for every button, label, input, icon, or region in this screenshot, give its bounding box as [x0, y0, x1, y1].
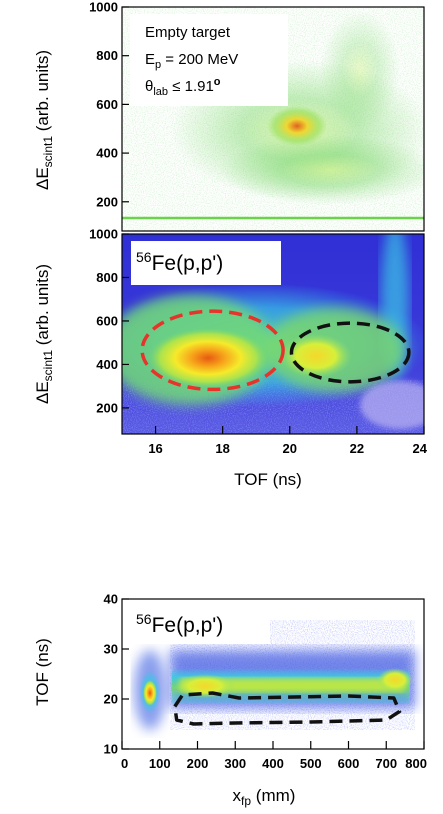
x-axis-title-2: TOF (ns)	[234, 470, 302, 489]
y-tick-label: 400	[96, 146, 118, 161]
x-axis-title-3: xfp (mm)	[233, 786, 296, 808]
hot-spot-second	[280, 334, 352, 378]
ridge-hot-right	[377, 668, 413, 692]
x-tick-label: 18	[215, 441, 229, 456]
y-tick-label: 600	[96, 313, 118, 328]
y-tick-label: 800	[96, 48, 118, 63]
y-tick-label: 800	[96, 270, 118, 285]
y-tick-label: 1000	[89, 0, 118, 15]
y-tick-label: 40	[104, 592, 118, 607]
y-tick-label: 20	[104, 692, 118, 707]
hot-spot-1	[267, 106, 327, 146]
annotation-empty-target: Empty target	[145, 24, 231, 41]
x-tick-label: 400	[262, 756, 284, 771]
x-tick-label: 300	[224, 756, 246, 771]
x-tick-label: 100	[149, 756, 171, 771]
y-tick-label: 600	[96, 97, 118, 112]
x-tick-label: 24	[413, 441, 428, 456]
ridge-hot-left	[175, 674, 235, 698]
lower-tail-2	[360, 381, 440, 429]
y-axis-title-3: TOF (ns)	[33, 638, 52, 706]
y-tick-label: 400	[96, 357, 118, 372]
event-cloud-band-1	[220, 135, 440, 205]
y-tick-label: 200	[96, 400, 118, 415]
y-tick-label: 30	[104, 642, 118, 657]
hot-spot-elastic	[148, 328, 268, 388]
y-axis-title-1: ΔEscint1 (arb. units)	[33, 50, 55, 190]
x-tick-label: 700	[375, 756, 397, 771]
y-tick-label: 1000	[89, 227, 118, 242]
x-tick-label: 20	[283, 441, 297, 456]
low-x-hot-spot	[143, 680, 157, 706]
x-tick-label: 600	[338, 756, 360, 771]
y-axis-title-2: ΔEscint1 (arb. units)	[33, 264, 55, 404]
y-tick-label: 10	[104, 742, 118, 757]
x-tick-label: 16	[148, 441, 162, 456]
event-cloud-upper-1	[320, 10, 400, 130]
x-tick-label: 500	[300, 756, 322, 771]
x-tick-label: 800	[405, 756, 427, 771]
x-tick-label: 200	[187, 756, 209, 771]
x-tick-label: 0	[121, 756, 128, 771]
panel-empty-target: Empty target Ep = 200 MeV θlab ≤ 1.91o 2…	[33, 0, 440, 231]
x-tick-label: 22	[350, 441, 364, 456]
y-tick-label: 200	[96, 194, 118, 209]
